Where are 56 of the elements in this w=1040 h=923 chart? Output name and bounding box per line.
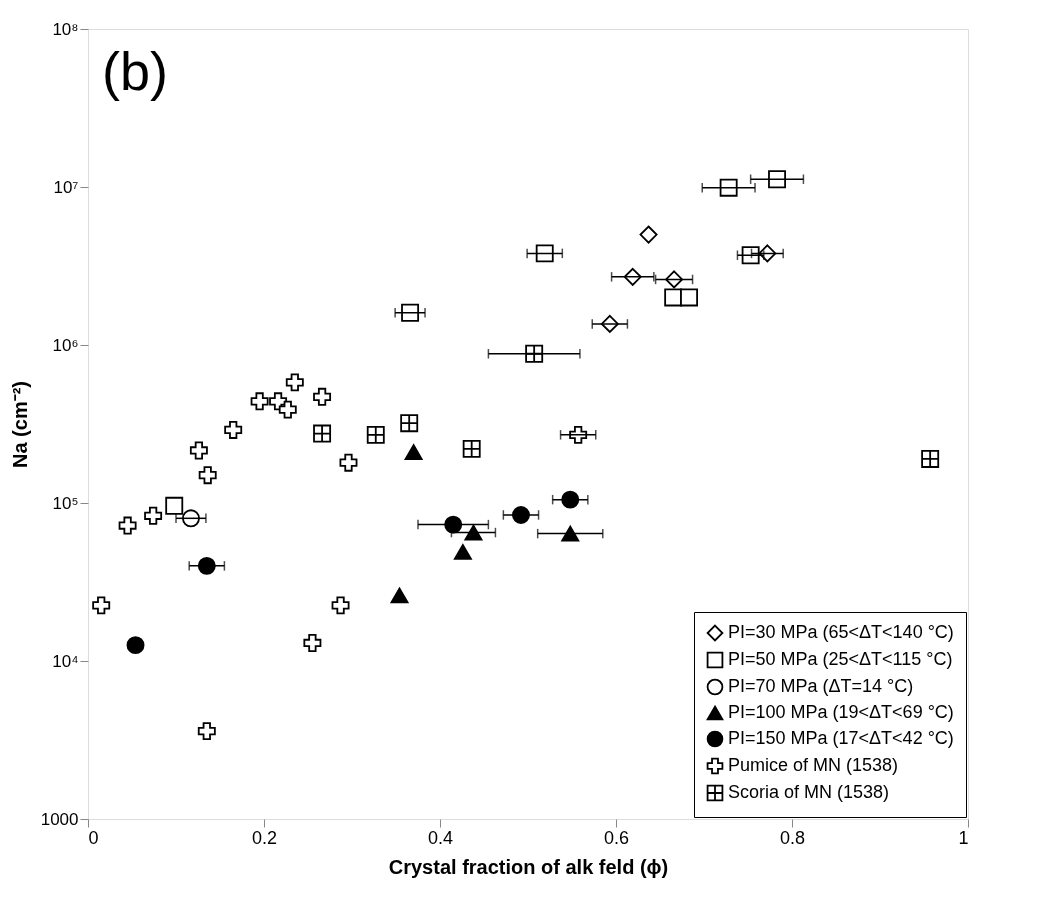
y-axis-title: Na (cm⁻²): [8, 380, 31, 469]
point: [462, 439, 481, 458]
x-tick-label: 1: [958, 827, 969, 848]
point: [224, 420, 243, 439]
point: [118, 516, 137, 535]
point: [189, 441, 208, 460]
point: [250, 392, 269, 411]
legend-label: PI=30 MPa (65<ΔT<140 °C): [728, 622, 954, 642]
point: [165, 496, 184, 515]
point: [719, 178, 738, 197]
y-tick-label: 10⁷: [53, 177, 79, 197]
point: [664, 288, 683, 307]
point: [278, 400, 297, 419]
x-axis-title: Crystal fraction of alk feld (ϕ): [388, 855, 669, 878]
y-tick-label: 10⁵: [52, 493, 79, 513]
point: [313, 424, 332, 443]
point: [197, 722, 216, 741]
point: [366, 425, 385, 444]
y-tick-label: 10⁴: [52, 651, 79, 671]
point: [401, 303, 420, 322]
legend-label: Scoria of MN (1538): [728, 782, 890, 802]
point: [561, 490, 580, 509]
point: [404, 444, 423, 460]
point: [182, 509, 200, 528]
point: [285, 373, 304, 392]
y-tick-label: 1000: [40, 809, 79, 829]
point: [198, 466, 217, 485]
point: [921, 449, 940, 468]
point: [453, 544, 472, 560]
legend-label: Pumice of MN (1538): [728, 755, 899, 775]
point: [400, 414, 419, 433]
point: [331, 596, 350, 615]
legend-label: PI=100 MPa (19<ΔT<69 °C): [728, 702, 954, 722]
annotation: (b): [102, 41, 168, 101]
y-tick-label: 10⁶: [52, 335, 79, 355]
point: [144, 506, 163, 525]
x-tick-label: 0.4: [427, 827, 454, 848]
legend-label: PI=50 MPa (25<ΔT<115 °C): [728, 649, 953, 669]
point: [535, 244, 554, 263]
point: [303, 634, 322, 652]
legend-label: PI=70 MPa (ΔT=14 °C): [728, 676, 914, 696]
point: [639, 225, 658, 244]
point: [339, 453, 358, 472]
x-tick-label: 0.8: [779, 827, 806, 848]
point: [464, 524, 483, 541]
x-tick-label: 0: [88, 827, 99, 848]
x-tick-label: 0.2: [251, 827, 278, 848]
point: [390, 587, 409, 604]
point: [313, 387, 332, 406]
legend-label: PI=150 MPa (17<ΔT<42 °C): [728, 728, 954, 748]
y-tick-label: 10⁸: [52, 19, 79, 39]
point: [680, 288, 698, 307]
x-tick-label: 0.6: [603, 827, 630, 848]
point: [561, 525, 580, 542]
point: [92, 596, 111, 615]
point: [126, 636, 145, 655]
